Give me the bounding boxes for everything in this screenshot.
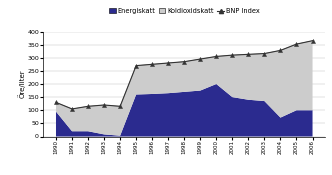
Legend: Energiskatt, Koldioxidskatt, BNP Index: Energiskatt, Koldioxidskatt, BNP Index [106, 5, 262, 17]
Y-axis label: Öre/liter: Öre/liter [18, 70, 26, 98]
